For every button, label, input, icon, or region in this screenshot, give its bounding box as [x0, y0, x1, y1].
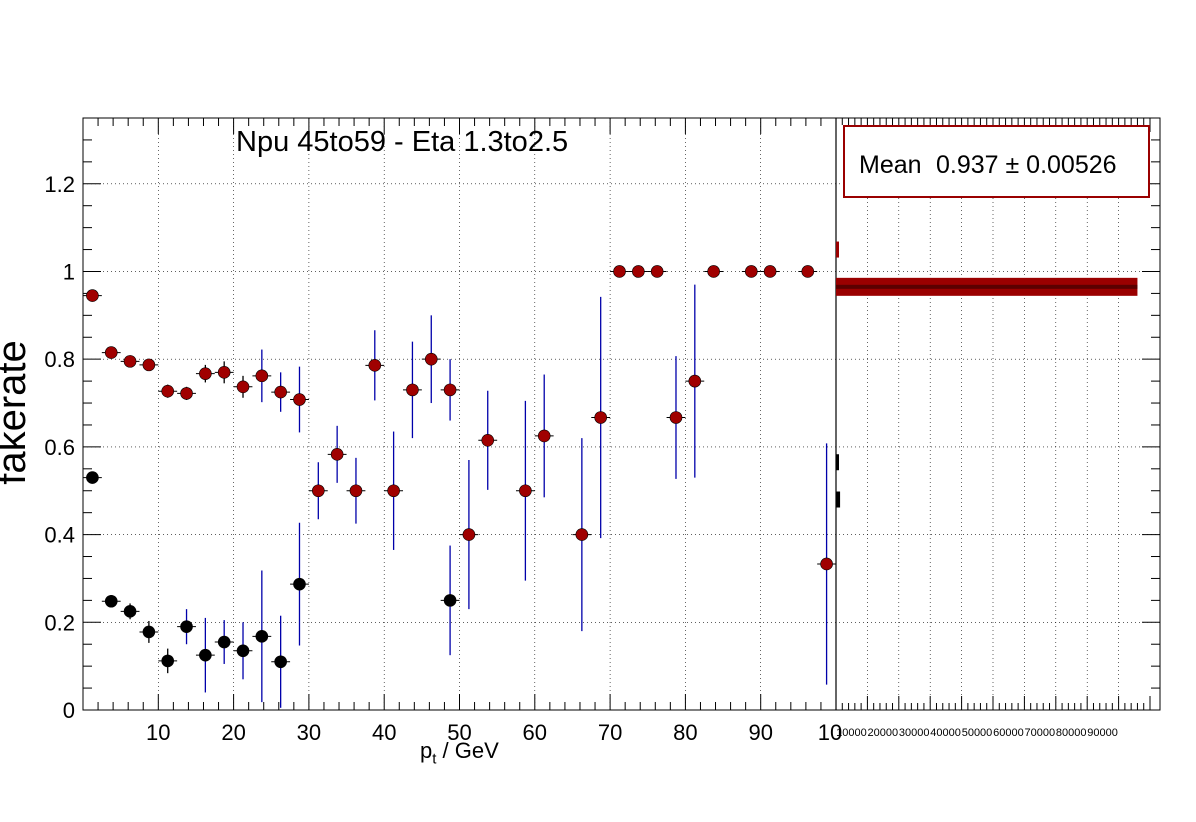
y-tick-label: 0.4 [44, 523, 75, 548]
side-histogram-bar [836, 491, 841, 508]
data-point [594, 411, 607, 424]
x-tick-label: 80 [673, 720, 697, 745]
side-histogram-bar-center [836, 284, 1138, 289]
x-tick-label: 90 [748, 720, 772, 745]
data-point [142, 625, 156, 639]
data-point [180, 620, 193, 633]
side-histogram-bar [836, 241, 839, 258]
data-point [575, 528, 589, 541]
data-point [104, 594, 118, 608]
data-point [142, 358, 156, 372]
data-point [161, 654, 175, 668]
data-point [443, 594, 457, 607]
x-tick-label: 30 [297, 720, 321, 745]
tick-labels: 10 20 30 40 50 60 70 80 90 1000.20.40.60.811.2100… [44, 172, 1117, 745]
plot-border [82, 117, 1161, 711]
data-point [86, 289, 99, 302]
stats-mean-value: 0.937 ± 0.00526 [936, 151, 1117, 179]
data-point [274, 385, 287, 399]
data-point [255, 369, 269, 383]
data-point [330, 448, 344, 461]
data-point [744, 265, 758, 278]
x-tick-label: 50 [447, 720, 471, 745]
data-point [349, 484, 363, 498]
side-histogram [836, 241, 1138, 508]
data-point [368, 359, 382, 372]
x-axis-label: pt / GeV [420, 738, 499, 767]
side-tick-label: 80000 [1056, 727, 1087, 739]
data-point [519, 484, 532, 498]
data-point [669, 411, 683, 424]
data-point [688, 374, 702, 388]
y-tick-label: 1.2 [44, 172, 75, 197]
data-point [820, 557, 833, 571]
data-point [217, 366, 231, 379]
data-point [707, 265, 720, 278]
side-tick-label: 50000 [962, 727, 993, 739]
side-tick-label: 30000 [899, 727, 930, 739]
data-point [443, 383, 457, 397]
x-axis-label-sub: t [432, 750, 437, 768]
side-tick-label: 40000 [930, 727, 961, 739]
data-point [424, 352, 438, 366]
data-point [293, 577, 306, 591]
x-axis-label-unit: / GeV [436, 738, 499, 763]
side-tick-label: 90000 [1087, 727, 1118, 739]
y-tick-label: 0 [63, 698, 75, 723]
side-histogram-bar [836, 454, 839, 471]
y-axis-label: fakerate [0, 340, 34, 485]
data-point [86, 471, 99, 484]
x-tick-label: 60 [523, 720, 547, 745]
data-point [236, 644, 250, 658]
side-tick-label: 60000 [993, 727, 1024, 739]
data-point [481, 434, 495, 447]
data-point [632, 265, 645, 278]
data-point [462, 528, 476, 541]
data-markers [86, 265, 833, 669]
data-point [537, 429, 551, 443]
data-point [274, 655, 287, 669]
x-tick-label: 40 [372, 720, 396, 745]
y-tick-label: 0.8 [44, 347, 75, 372]
data-point [123, 605, 137, 618]
data-point [406, 383, 419, 397]
side-tick-label: 70000 [1025, 727, 1056, 739]
data-point [161, 384, 175, 398]
y-tick-label: 0.6 [44, 435, 75, 460]
grid-lines [83, 118, 1160, 710]
data-point [387, 484, 400, 498]
data-point [650, 265, 664, 278]
data-point [199, 648, 212, 662]
chart-title: Npu 45to59 - Eta 1.3to2.5 [236, 126, 569, 158]
data-point [763, 265, 777, 278]
data-point [104, 346, 118, 359]
y-tick-label: 0.2 [44, 610, 75, 635]
data-point [123, 355, 137, 368]
side-tick-label: 20000 [868, 727, 899, 739]
stats-mean-label: Mean [859, 151, 922, 179]
data-point [217, 635, 231, 649]
data-point [613, 265, 626, 278]
plot-frame [82, 117, 1161, 711]
y-tick-label: 1 [63, 259, 75, 284]
data-point [236, 380, 250, 394]
x-axis-label-main: p [420, 738, 433, 763]
data-point [293, 393, 306, 406]
x-tick-label: 10 [146, 720, 170, 745]
x-tick-label: 10 [818, 720, 842, 745]
x-tick-label: 70 [598, 720, 622, 745]
stats-box: Mean 0.937 ± 0.00526 [843, 125, 1150, 198]
data-point [801, 265, 815, 278]
x-tick-label: 20 [221, 720, 245, 745]
axis-ticks [82, 118, 1160, 711]
data-point [180, 387, 193, 400]
data-point [312, 484, 325, 498]
data-point [199, 367, 212, 380]
data-point [255, 630, 269, 643]
side-tick-label: 10000 [836, 727, 867, 739]
